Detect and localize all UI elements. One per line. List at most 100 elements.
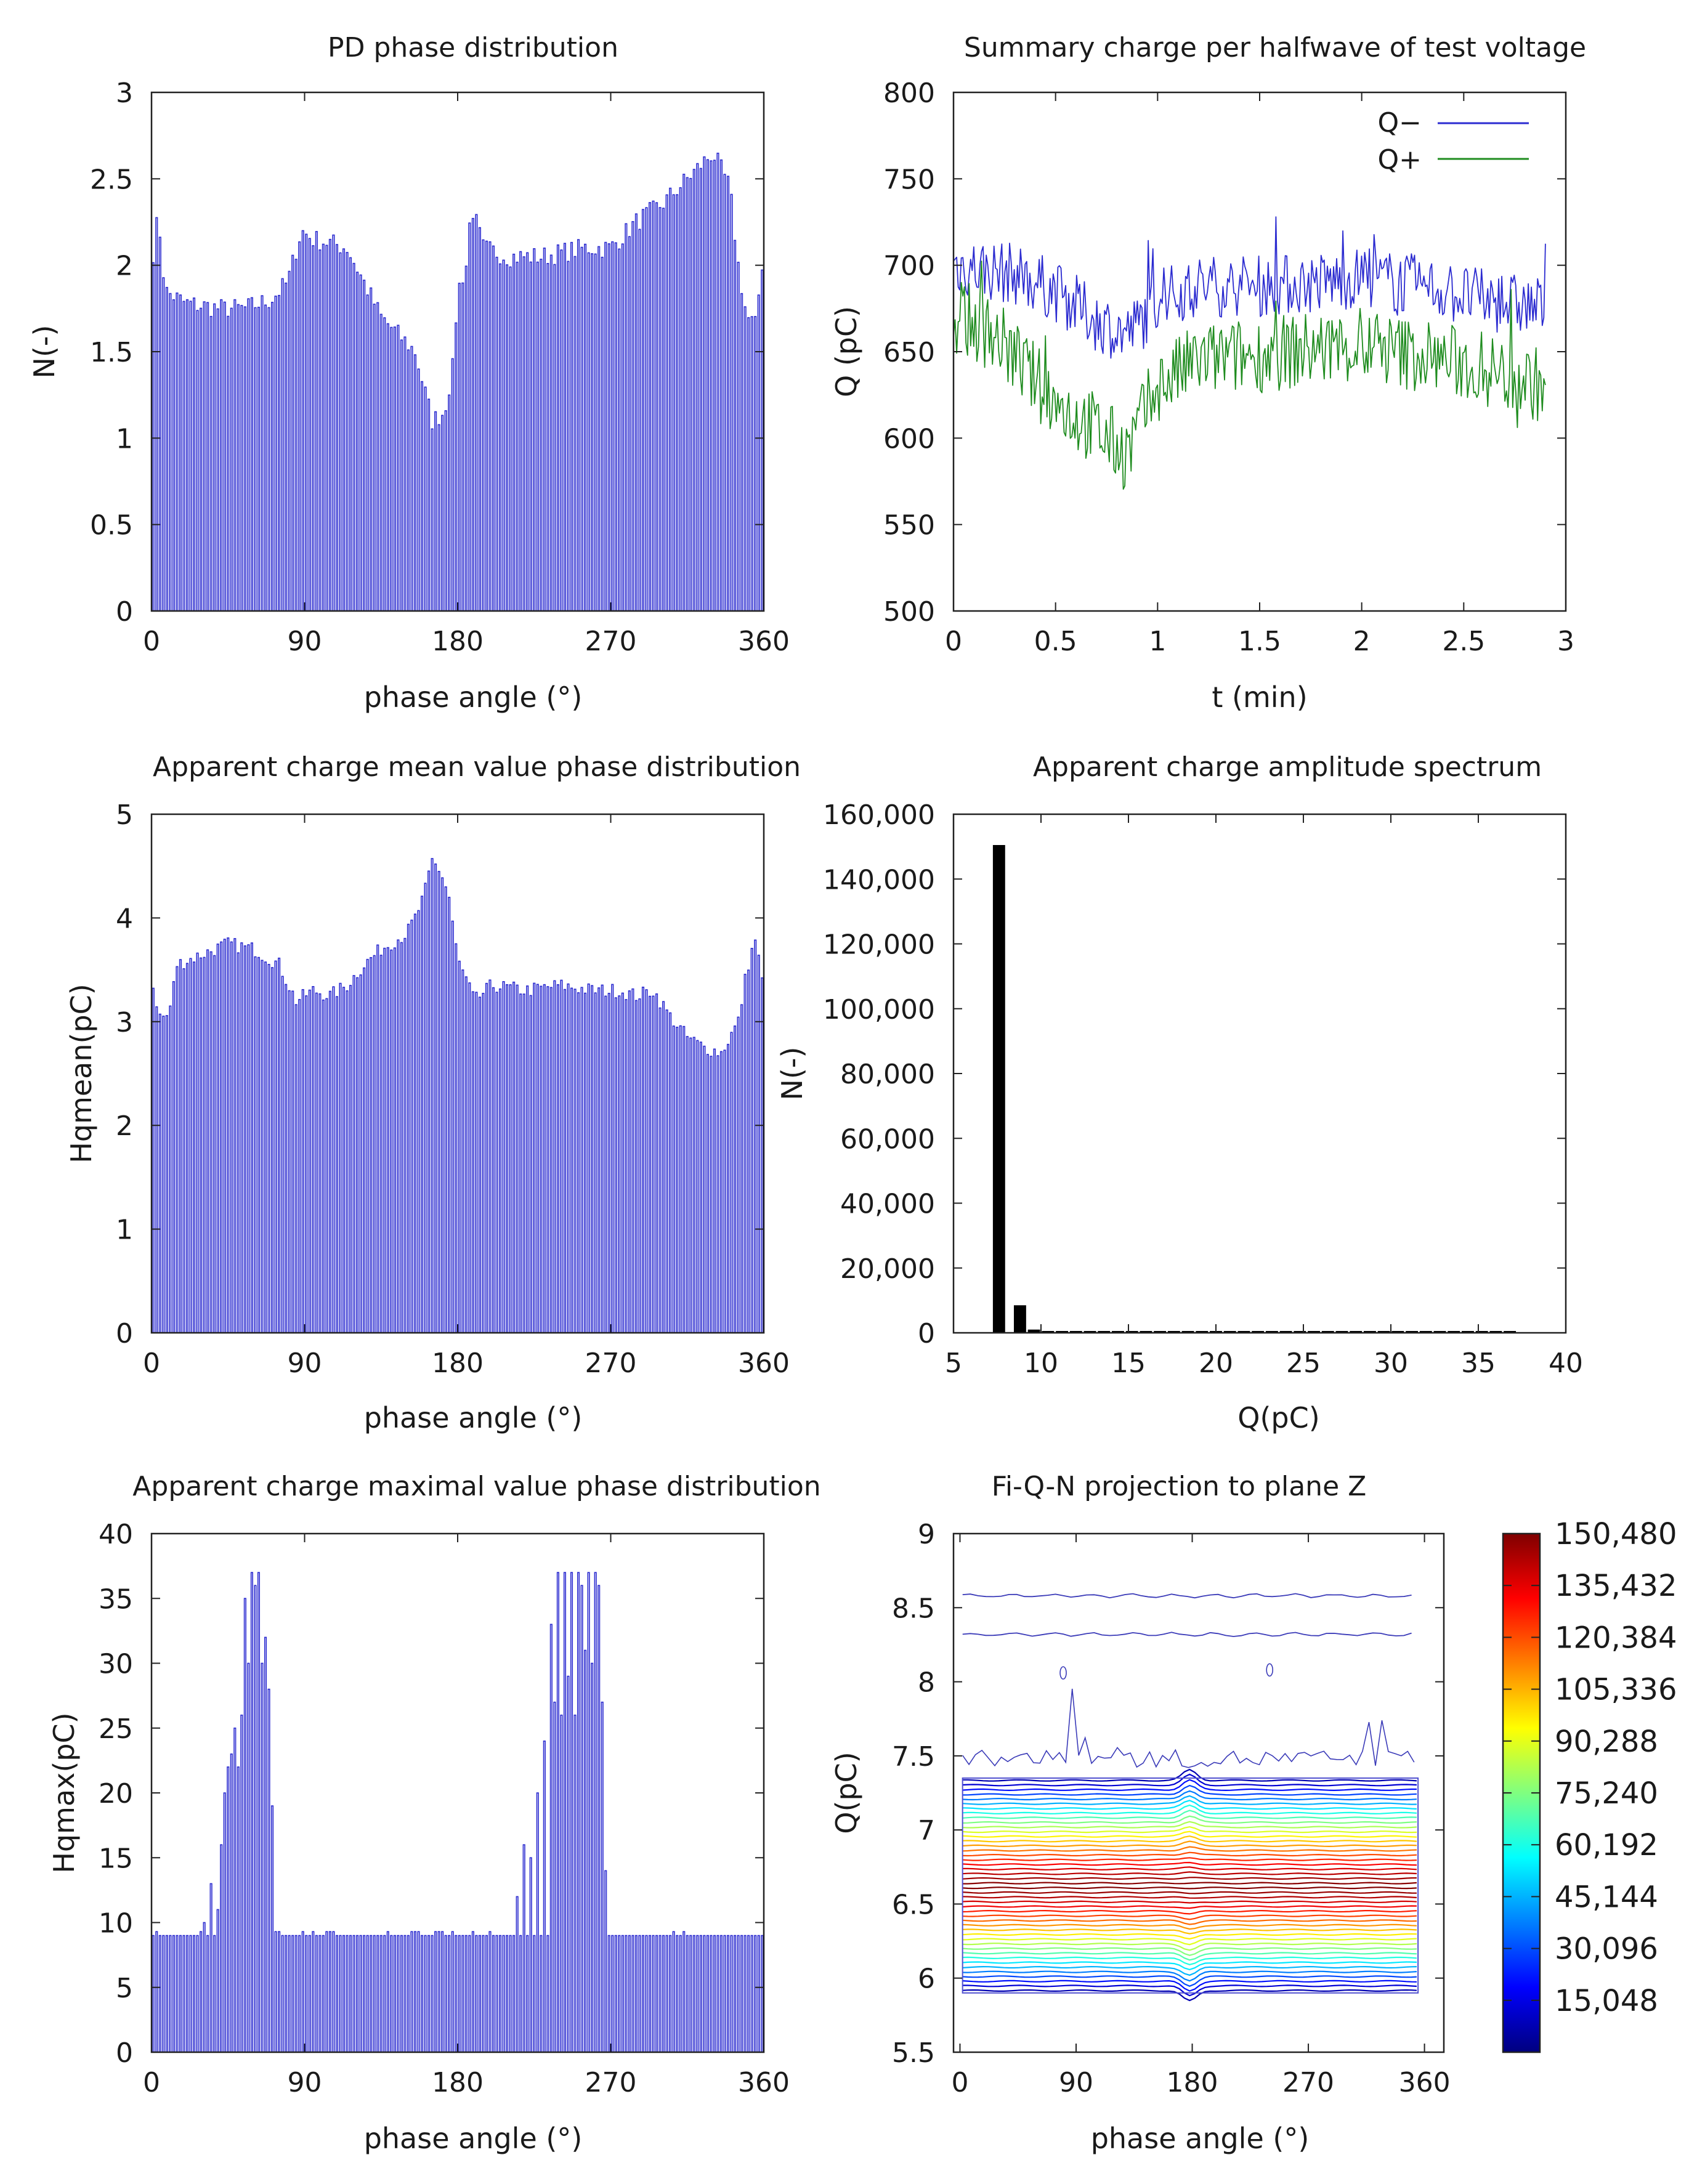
spectrum-bar [1335, 1331, 1348, 1333]
hq-max-ytick-label: 10 [99, 1908, 133, 1939]
pd-phase-bar [682, 174, 686, 612]
hq-mean-bar [621, 992, 624, 1333]
fiqn-ytick-label: 9 [918, 1519, 935, 1550]
hq-mean-bar [533, 982, 536, 1333]
contour-line [962, 1871, 1417, 1875]
summary-charge-ytick-label: 800 [883, 78, 935, 109]
pd-phase-bar [713, 160, 716, 612]
hq-max-bar [322, 1935, 325, 2053]
hq-max-bar [359, 1935, 362, 2053]
hq-max-bar [498, 1935, 502, 2053]
hq-max-bar [706, 1935, 709, 2053]
pd-phase-bar [665, 194, 668, 612]
summary-charge-xlabel: t (min) [1212, 681, 1307, 714]
hq-mean-bar [587, 983, 590, 1333]
hq-mean-bar [461, 969, 464, 1333]
pd-phase-bar [577, 239, 580, 612]
pd-phase-bar [359, 274, 362, 612]
hq-max-bar [580, 1585, 583, 2053]
hq-max-bar [740, 1935, 743, 2053]
pd-phase-bar [604, 241, 607, 612]
outer-contour-line [962, 1688, 1415, 1768]
hq-max-bar [665, 1935, 668, 2053]
pd-phase-xtick-label: 270 [585, 626, 637, 657]
hq-mean-bar [754, 939, 757, 1333]
hq-mean-bar [648, 995, 652, 1333]
hq-max-bar [641, 1935, 645, 2053]
hq-mean-bar [325, 998, 328, 1333]
amp-spectrum-xtick-label: 30 [1374, 1348, 1408, 1379]
hq-max-bar [240, 1714, 243, 2053]
hq-max-bar [662, 1935, 665, 2053]
hq-max-xtick-label: 270 [585, 2067, 637, 2098]
colorbar-tick-label: 75,240 [1555, 1776, 1658, 1811]
hq-mean-bar [641, 986, 645, 1333]
pd-phase-bar [526, 252, 529, 612]
hq-max-bar [679, 1935, 682, 2053]
contour-line [962, 1970, 1417, 1982]
hq-mean-bar [692, 1037, 695, 1333]
isolated-contour [1266, 1663, 1274, 1677]
pd-phase-bar [308, 238, 311, 612]
pd-phase-bar [726, 176, 730, 612]
hq-mean-bar [458, 960, 461, 1333]
panel-hq-mean: Apparent charge mean value phase distrib… [65, 751, 801, 1434]
hq-mean-bar [441, 877, 444, 1333]
pd-phase-bar [417, 368, 420, 612]
amp-spectrum-xtick-label: 10 [1024, 1348, 1058, 1379]
hq-mean-bar [464, 976, 468, 1333]
pd-phase-bar [200, 307, 203, 612]
pd-phase-bar [233, 299, 237, 612]
hq-max-bar [553, 1701, 556, 2053]
pd-phase-bar [301, 230, 304, 612]
hq-mean-bar [386, 947, 389, 1333]
pd-phase-bar [158, 237, 161, 612]
hq-mean-bar [434, 863, 437, 1333]
hq-mean-bar [216, 944, 219, 1333]
hq-max-bar [390, 1935, 393, 2053]
spectrum-bar [1433, 1331, 1446, 1333]
hq-max-bar [563, 1572, 567, 2053]
pd-phase-bar [536, 261, 539, 612]
hq-max-xlabel: phase angle (°) [364, 2122, 583, 2155]
pd-phase-bars [152, 152, 764, 612]
amp-spectrum-ytick-label: 40,000 [840, 1189, 935, 1220]
hq-mean-xtick-label: 270 [585, 1348, 637, 1379]
pd-phase-bar [471, 217, 474, 612]
colorbar-tick-label: 120,384 [1555, 1620, 1677, 1655]
hq-max-bar [516, 1896, 519, 2053]
fiqn-ytick-label: 5.5 [892, 2037, 935, 2069]
pd-phase-bar [285, 282, 288, 612]
hq-max-bar [757, 1935, 760, 2053]
pd-phase-bar [264, 304, 267, 612]
hq-mean-xtick-label: 0 [143, 1348, 160, 1379]
hq-mean-bar [686, 1036, 689, 1333]
fiqn-contours [962, 1593, 1419, 2002]
pd-phase-bar [621, 243, 624, 612]
hq-max-bar [397, 1935, 400, 2053]
hq-max-bar [162, 1935, 165, 2053]
summary-charge-ytick-label: 650 [883, 337, 935, 368]
hq-max-bar [325, 1931, 328, 2053]
colorbar-tick-label: 90,288 [1555, 1725, 1658, 1759]
hq-mean-bar [625, 999, 628, 1333]
pd-phase-bar [761, 269, 764, 612]
hq-mean-bar [570, 987, 573, 1333]
pd-phase-bar [413, 354, 417, 612]
pd-phase-bar [352, 262, 355, 612]
hq-mean-bar [322, 999, 325, 1333]
hq-mean-bar [172, 981, 175, 1333]
hq-max-bar [594, 1572, 597, 2053]
contour-line [962, 1896, 1417, 1899]
hq-max-bar [734, 1935, 737, 2053]
pd-phase-ytick-label: 3 [116, 78, 133, 109]
pd-phase-bar [335, 244, 339, 612]
spectrum-bar [1083, 1331, 1096, 1333]
hq-mean-bar [339, 982, 342, 1333]
hq-max-bar [750, 1935, 753, 2053]
hq-mean-xtick-label: 180 [432, 1348, 484, 1379]
hq-max-bar [257, 1572, 261, 2053]
pd-phase-bar [573, 256, 577, 612]
spectrum-bar [1308, 1331, 1320, 1333]
hq-mean-bar [710, 1056, 713, 1333]
